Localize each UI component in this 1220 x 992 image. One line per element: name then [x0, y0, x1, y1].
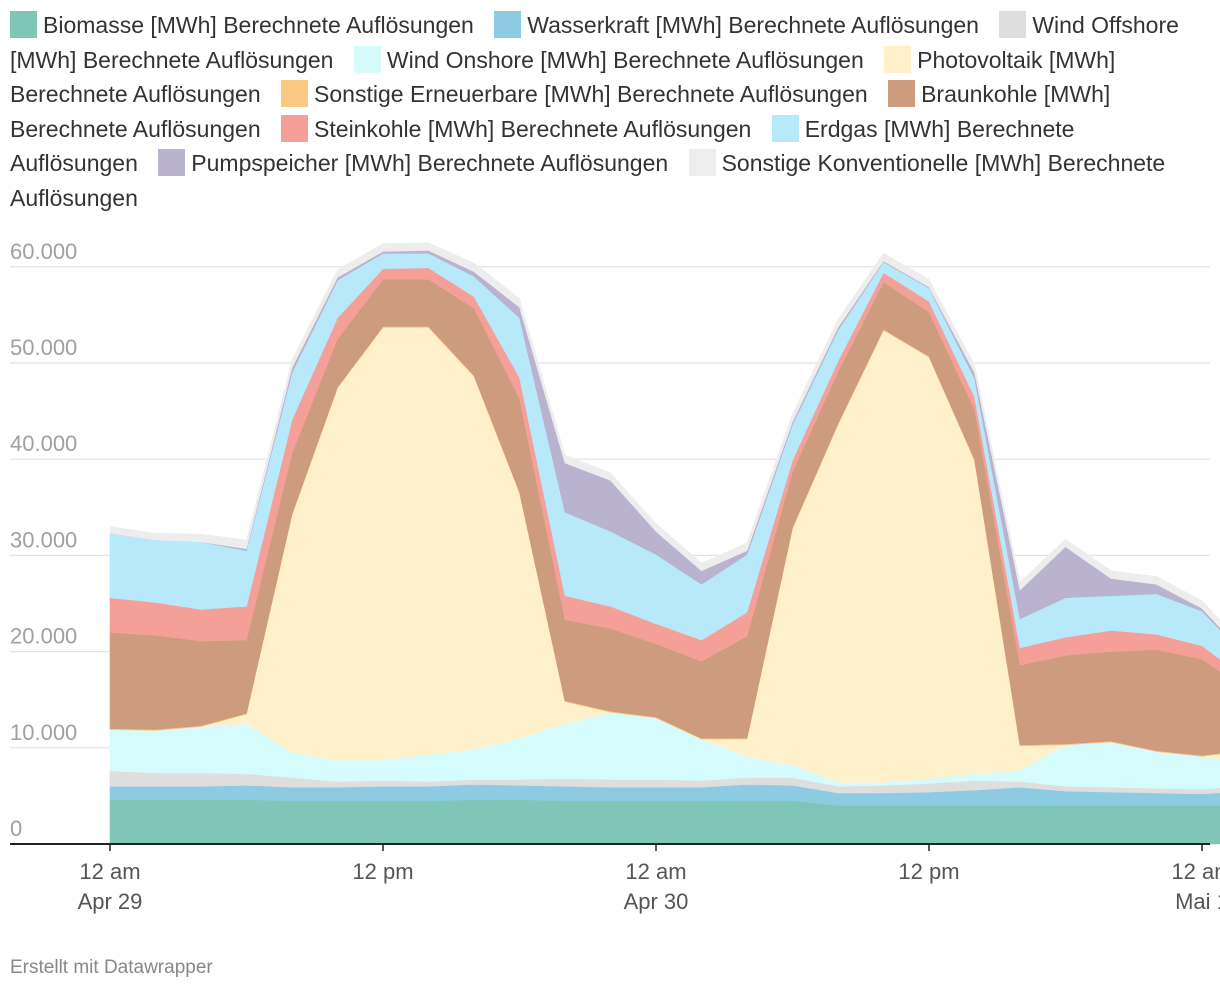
legend-item: Sonstige Erneuerbare [MWh] Berechnete Au… — [281, 80, 868, 107]
legend-swatch — [688, 149, 716, 176]
legend-label: Erdgas [MWh] Berechnete Auflösungen — [10, 115, 1075, 177]
legend-label: Wind Offshore [MWh] Berechnete Auflösung… — [10, 12, 1179, 73]
legend-swatch — [884, 45, 912, 73]
x-tick-label: 12 pm — [898, 859, 959, 884]
x-tick-date-label: Apr 29 — [78, 889, 143, 914]
legend-item: Wasserkraft [MWh] Berechnete Auflösungen — [494, 11, 979, 38]
y-axis: 0 10.000 20.000 30.000 40.000 50.000 60.000 — [10, 239, 77, 841]
y-tick-label: 20.000 — [10, 624, 77, 649]
legend-swatch — [494, 11, 522, 38]
y-tick-label: 40.000 — [10, 431, 77, 456]
area-series — [109, 799, 1220, 845]
legend-item: Sonstige Konventionelle [MWh] Berechnete… — [10, 149, 1166, 211]
legend-label: Photovoltaik [MWh] Berechnete Auflösunge… — [10, 46, 1116, 108]
legend-label: Braunkohle [MWh] Berechnete Auflösungen — [10, 81, 1111, 142]
legend-item: Erdgas [MWh] Berechnete Auflösungen — [10, 114, 1075, 177]
legend-swatch — [281, 114, 309, 142]
legend-swatch — [771, 114, 799, 142]
legend-label: Sonstige Konventionelle [MWh] Berechnete… — [10, 150, 1166, 211]
legend-swatch — [888, 80, 916, 107]
x-axis: 12 am Apr 29 12 pm 12 am Apr 30 12 pm 12 am Mai… — [10, 843, 1220, 914]
legend-swatch — [158, 149, 186, 176]
legend-swatch — [353, 45, 381, 73]
y-tick-label: 60.000 — [10, 239, 77, 264]
y-tick-label: 0 — [10, 816, 22, 841]
x-tick-date-label: Mai 1 — [1175, 889, 1220, 914]
x-tick-label: 12 pm — [352, 859, 413, 884]
x-tick-date-label: Apr 30 — [624, 889, 689, 914]
x-tick-label: 12 am — [625, 859, 686, 884]
area-series — [109, 242, 1220, 629]
legend-label: Biomasse [MWh] Berechnete Auflösungen — [43, 12, 474, 38]
legend-item: Wind Offshore [MWh] Berechnete Auflösung… — [10, 11, 1179, 73]
legend-swatch — [999, 11, 1027, 38]
legend-label: Wasserkraft [MWh] Berechnete Auflösungen — [527, 12, 979, 38]
legend-item: Braunkohle [MWh] Berechnete Auflösungen — [10, 80, 1111, 142]
y-tick-label: 10.000 — [10, 720, 77, 745]
legend: Biomasse [MWh] Berechnete Auflösungen Wa… — [10, 8, 1210, 215]
credit-line: Erstellt mit Datawrapper — [10, 957, 213, 978]
legend-item: Wind Onshore [MWh] Berechnete Auflösunge… — [353, 45, 864, 73]
legend-label: Steinkohle [MWh] Berechnete Auflösungen — [314, 115, 752, 142]
legend-label: Wind Onshore [MWh] Berechnete Auflösunge… — [386, 46, 864, 73]
legend-item: Biomasse [MWh] Berechnete Auflösungen — [10, 11, 474, 38]
y-tick-label: 50.000 — [10, 335, 77, 360]
legend-label: Pumpspeicher [MWh] Berechnete Auflösunge… — [191, 150, 669, 176]
x-tick-label: 12 am — [79, 859, 140, 884]
legend-swatch — [10, 11, 37, 38]
x-tick-label: 12 am — [1171, 859, 1220, 884]
y-tick-label: 30.000 — [10, 527, 77, 552]
legend-item: Steinkohle [MWh] Berechnete Auflösungen — [281, 114, 752, 142]
stacked-areas — [109, 242, 1220, 845]
legend-item: Photovoltaik [MWh] Berechnete Auflösunge… — [10, 45, 1116, 108]
legend-swatch — [281, 80, 309, 107]
legend-label: Sonstige Erneuerbare [MWh] Berechnete Au… — [314, 81, 868, 107]
legend-item: Pumpspeicher [MWh] Berechnete Auflösunge… — [158, 149, 669, 176]
